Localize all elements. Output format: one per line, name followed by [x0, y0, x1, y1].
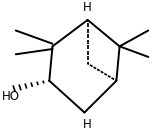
Text: H: H [83, 2, 92, 15]
Text: H: H [83, 118, 92, 131]
Text: HO: HO [2, 90, 20, 103]
